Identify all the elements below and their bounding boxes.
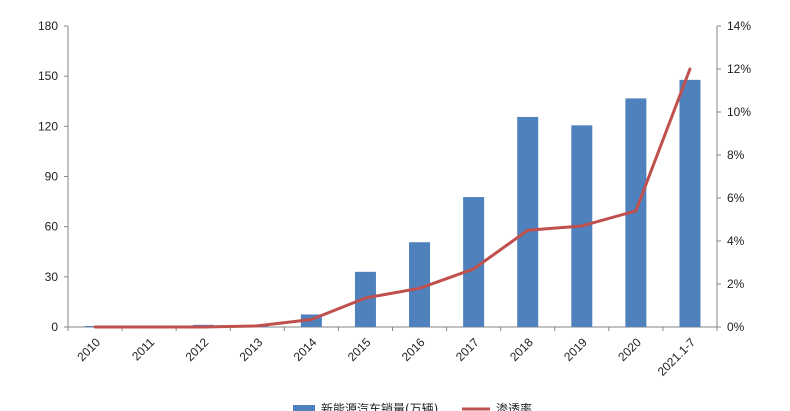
bar-2021.1-7 (679, 79, 701, 328)
right-tick-label: 4% (727, 234, 745, 248)
x-tick-label: 2012 (183, 335, 212, 364)
left-tick-label: 180 (38, 19, 58, 33)
x-tick-label: 2021.1-7 (655, 335, 699, 379)
right-tick-label: 6% (727, 191, 745, 205)
x-tick-label: 2020 (615, 335, 644, 364)
x-tick-label: 2015 (345, 335, 374, 364)
penetration-line (93, 67, 692, 329)
x-tick-label: 2011 (129, 335, 157, 363)
right-tick-label: 0% (727, 320, 745, 334)
left-tick-label: 60 (45, 220, 59, 234)
bar-2016 (409, 242, 431, 327)
x-tick-label: 2017 (453, 335, 482, 364)
bar-2018 (517, 116, 539, 327)
legend-line-label: 渗透率 (496, 401, 532, 411)
x-tick-label: 2016 (399, 335, 428, 364)
x-tick-label: 2014 (291, 335, 320, 364)
left-tick-label: 90 (45, 170, 59, 184)
left-tick-label: 120 (38, 119, 58, 133)
right-tick-label: 10% (727, 105, 751, 119)
x-tick-label: 2010 (74, 335, 103, 364)
x-tick-label: 2013 (237, 335, 266, 364)
left-tick-label: 150 (38, 69, 58, 83)
x-tick-label: 2018 (507, 335, 536, 364)
left-tick-label: 0 (51, 320, 58, 334)
bar-2017 (463, 197, 485, 327)
right-tick-label: 14% (727, 19, 751, 33)
legend-bar-label: 新能源汽车销量(万辆) (321, 401, 438, 411)
legend-bar-swatch (293, 405, 315, 411)
x-tick-label: 2019 (561, 335, 590, 364)
left-tick-label: 30 (45, 270, 59, 284)
right-tick-label: 12% (727, 62, 751, 76)
right-tick-label: 2% (727, 277, 745, 291)
right-tick-label: 8% (727, 148, 745, 162)
bar-2020 (625, 98, 647, 327)
